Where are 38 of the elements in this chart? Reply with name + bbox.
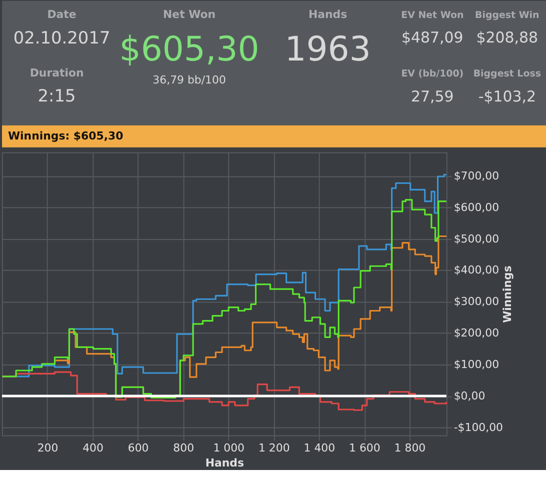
x-axis-title: Hands	[205, 456, 244, 470]
y-tick-label: $500,00	[454, 232, 500, 246]
text: EV Net Won	[401, 10, 464, 21]
y-tick-label: $200,00	[454, 326, 500, 340]
text: 2:15	[38, 85, 76, 106]
y-tick-label: $700,00	[454, 169, 500, 182]
x-tick-label: 400	[82, 442, 104, 455]
text: 36,79 bb/100	[152, 74, 226, 87]
y-tick-label: $100,00	[454, 358, 500, 372]
x-tick-label: 1 200	[258, 442, 290, 455]
text: Biggest Loss	[473, 68, 542, 80]
text: Hands	[308, 8, 348, 21]
y-tick-label: $400,00	[454, 264, 500, 277]
text: 1963	[284, 30, 371, 69]
x-tick-label: 600	[128, 442, 149, 455]
x-tick-label: 1 800	[394, 442, 426, 455]
chart-title: Winnings: $605,30	[8, 129, 124, 142]
text: $487,09	[402, 28, 464, 47]
text: 02.10.2017	[13, 28, 110, 48]
y-axis-title: Winnings	[501, 266, 514, 323]
text: Biggest Win	[475, 10, 540, 21]
y-tick-label: $600,00	[454, 200, 500, 214]
text: -$103,2	[478, 87, 536, 106]
y-tick-label: -$100,00	[454, 420, 504, 434]
x-tick-label: 1 400	[304, 442, 336, 455]
x-tick-label: 1 000	[213, 442, 245, 455]
text: Date	[47, 8, 76, 21]
text: 27,59	[411, 87, 454, 106]
y-tick-label: $0,00	[454, 389, 486, 402]
x-tick-label: 1 600	[349, 442, 380, 455]
text: $605,30	[119, 30, 260, 69]
x-tick-label: 800	[173, 442, 194, 455]
x-tick-label: 200	[37, 442, 58, 455]
y-tick-label: $300,00	[454, 295, 500, 308]
text: $208,88	[476, 28, 538, 47]
text: Net Won	[163, 8, 216, 21]
text: Duration	[30, 66, 84, 80]
text: EV (bb/100)	[401, 68, 464, 80]
